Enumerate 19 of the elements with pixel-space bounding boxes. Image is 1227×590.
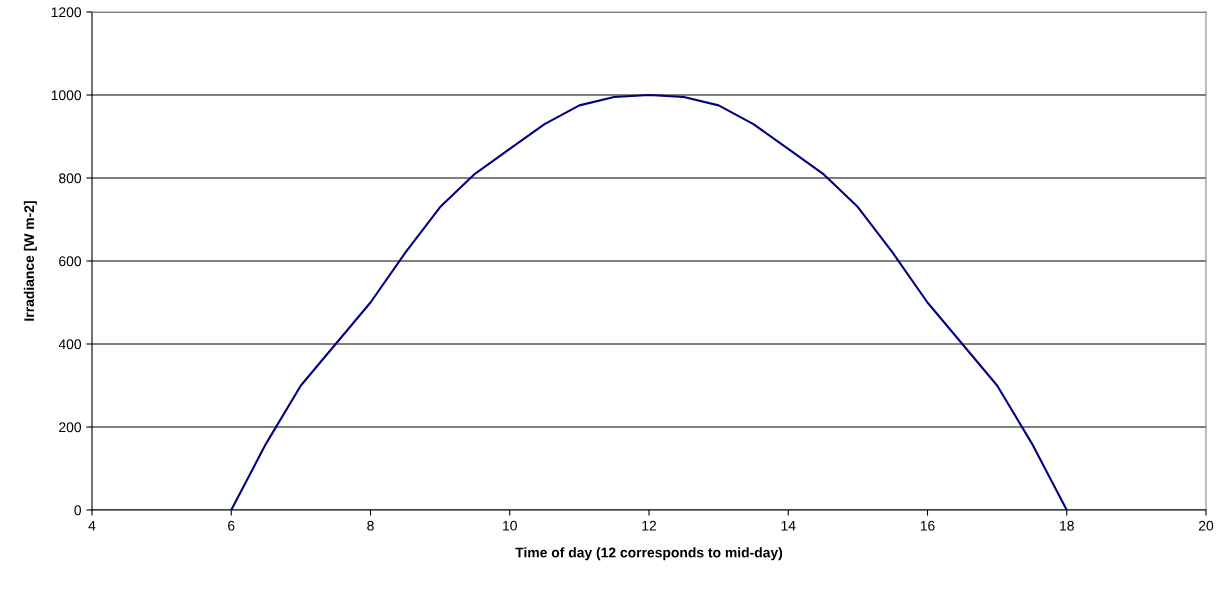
x-tick-label: 8: [367, 520, 374, 531]
y-tick-label: 400: [58, 339, 82, 350]
x-tick-label: 12: [642, 520, 657, 531]
y-tick-label: 800: [59, 173, 82, 184]
y-tick-label: 1000: [51, 90, 82, 101]
x-tick-label: 16: [920, 520, 935, 531]
x-axis-title: Time of day (12 corresponds to mid-day): [515, 547, 783, 561]
x-tick-label: 20: [1198, 520, 1214, 531]
x-tick-label: 14: [781, 520, 796, 531]
x-tick-label: 4: [88, 520, 96, 531]
y-tick-label: 1200: [51, 7, 82, 18]
x-tick-label: 10: [503, 520, 517, 531]
y-axis-title: Irradiance [W m-2]: [23, 201, 37, 321]
x-tick-label: 18: [1060, 520, 1074, 531]
line-series: [230, 93, 1068, 510]
y-tick-label: 600: [59, 256, 82, 267]
y-tick-label: 0: [74, 505, 82, 516]
x-tick-label: 6: [228, 520, 235, 531]
y-tick-label: 200: [59, 422, 82, 433]
